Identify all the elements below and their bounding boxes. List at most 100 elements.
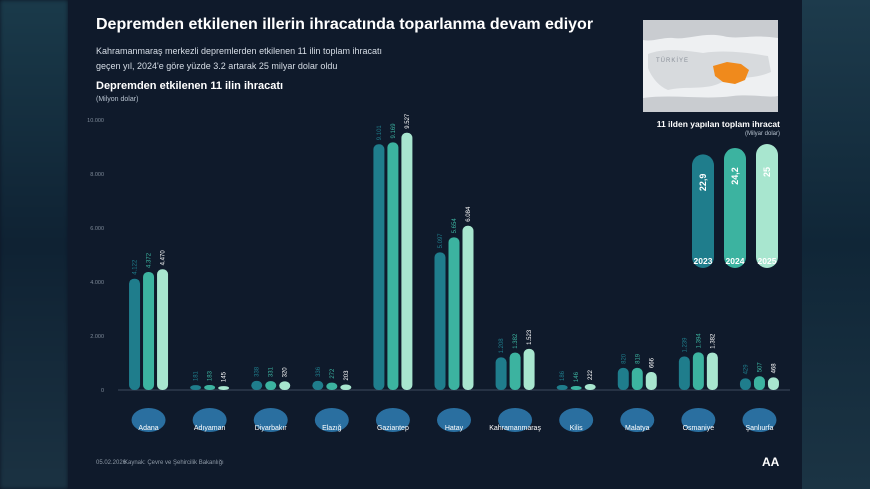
- bar-value-label: 183: [208, 370, 214, 381]
- category-label: Kahramanmaraş: [489, 425, 541, 432]
- total-year-label: 2024: [726, 256, 745, 266]
- bar-value-label: 186: [560, 370, 566, 381]
- bar-value-label: 1.523: [527, 329, 533, 345]
- bar-value-label: 9.527: [405, 113, 411, 129]
- bar-value-label: 145: [222, 371, 228, 382]
- total-year-label: 2025: [758, 256, 777, 266]
- bar-value-label: 203: [344, 370, 350, 381]
- bar-value-label: 4.372: [147, 252, 153, 268]
- province-silhouette: [192, 408, 227, 432]
- category-label: Diyarbakır: [255, 425, 288, 432]
- subtitle-line-2: geçen yıl, 2024'e göre yüzde 3.2 artarak…: [96, 61, 338, 71]
- bar-value-label: 666: [649, 357, 655, 368]
- province-silhouette: [681, 408, 716, 432]
- y-tick-label: 4.000: [90, 280, 104, 286]
- total-bar-value-label: 24,2: [730, 167, 740, 185]
- province-silhouette: [620, 408, 655, 432]
- bar-value-label: 1.382: [710, 333, 716, 349]
- bar-value-label: 1.239: [682, 337, 688, 353]
- bar-value-label: 4.122: [133, 259, 139, 275]
- y-tick-label: 0: [101, 388, 104, 394]
- bar-value-label: 331: [269, 366, 275, 377]
- bar: [767, 377, 779, 390]
- bar: [584, 384, 596, 390]
- chart-title: Depremden etkilenen 11 ilin ihracatı: [96, 80, 284, 92]
- total-year-label: 2023: [694, 256, 713, 266]
- province-silhouette: [437, 408, 471, 432]
- province-silhouette: [131, 408, 166, 432]
- bar: [340, 384, 352, 390]
- bar: [326, 382, 338, 390]
- bar-value-label: 1.394: [696, 333, 702, 349]
- category-label: Malatya: [625, 425, 650, 432]
- turkey-land-shape: [648, 50, 771, 90]
- footer-date: 05.02.2026: [96, 460, 127, 466]
- bar-value-label: 4.470: [161, 250, 167, 266]
- bar-value-label: 272: [330, 368, 336, 379]
- black-sea-coast-shape: [643, 20, 778, 41]
- y-tick-label: 2.000: [90, 334, 104, 340]
- total-bar-value-label: 22,9: [698, 174, 708, 192]
- category-label: Hatay: [445, 425, 464, 432]
- bar-value-label: 820: [621, 353, 627, 364]
- bar-value-label: 6.084: [466, 206, 472, 222]
- province-silhouette: [559, 408, 594, 432]
- category-label: Osmaniye: [683, 425, 715, 432]
- bar-value-label: 5.097: [438, 233, 444, 249]
- total-chart-unit: (Milyar dolar): [744, 131, 780, 137]
- bar: [190, 385, 202, 390]
- bar: [631, 367, 643, 390]
- earthquake-region-highlight: [713, 62, 749, 84]
- category-label: Adıyaman: [194, 425, 226, 432]
- bar-value-label: 507: [757, 362, 763, 373]
- province-silhouette: [253, 408, 288, 432]
- category-label: Şanlıurfa: [745, 425, 773, 432]
- bar: [204, 385, 216, 390]
- bar: [401, 132, 413, 390]
- province-silhouette: [375, 408, 410, 432]
- bar-value-label: 146: [574, 371, 580, 382]
- bar: [265, 381, 277, 390]
- category-label: Gaziantep: [377, 425, 409, 432]
- bar-value-label: 222: [588, 369, 594, 380]
- bar-value-label: 1.208: [499, 338, 505, 354]
- category-label: Kilis: [570, 425, 583, 432]
- map-country-label: TÜRKİYE: [656, 58, 690, 64]
- right-blurred-background: [802, 0, 870, 489]
- y-tick-label: 6.000: [90, 226, 104, 232]
- bar: [312, 380, 324, 390]
- total-bar: [756, 144, 778, 268]
- turkey-map-graphic: [643, 20, 778, 112]
- bar-value-label: 1.382: [513, 333, 519, 349]
- bar: [692, 352, 704, 390]
- bar-value-label: 5.654: [452, 218, 458, 234]
- bar: [753, 376, 765, 390]
- subtitle-line-1: Kahramanmaraş merkezli depremlerden etki…: [96, 46, 382, 56]
- page-title: Depremden etkilenen illerin ihracatında …: [96, 16, 594, 33]
- bar-value-label: 468: [771, 363, 777, 374]
- y-tick-label: 8.000: [90, 172, 104, 178]
- bar: [251, 380, 263, 390]
- bar-value-label: 338: [255, 366, 261, 377]
- bar-value-label: 819: [635, 353, 641, 364]
- y-tick-label: 10.000: [87, 118, 104, 124]
- province-silhouette: [742, 408, 777, 432]
- bar: [495, 357, 507, 390]
- bar: [129, 278, 141, 390]
- bar: [556, 384, 568, 390]
- bar: [739, 378, 751, 390]
- aa-logo: AA: [762, 455, 780, 469]
- bar: [570, 386, 582, 390]
- bar: [617, 367, 629, 390]
- bar-value-label: 320: [283, 367, 289, 378]
- chart-unit: (Milyon dolar): [96, 96, 139, 103]
- total-chart-title: 11 ilden yapılan toplam ihracat: [656, 119, 780, 129]
- bar-value-label: 9.101: [377, 125, 383, 141]
- bar-value-label: 9.169: [391, 123, 397, 139]
- bar-value-label: 429: [743, 364, 749, 375]
- bar: [448, 237, 460, 390]
- bar: [143, 271, 155, 390]
- page-subtitle: Kahramanmaraş merkezli depremlerden etki…: [96, 44, 456, 74]
- category-label: Adana: [138, 425, 158, 432]
